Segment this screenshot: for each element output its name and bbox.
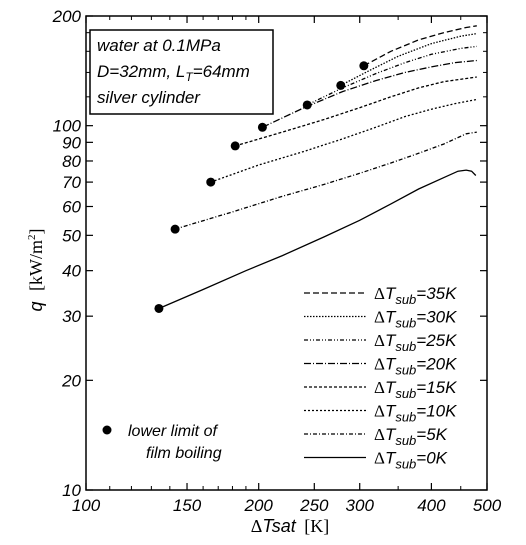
series-line bbox=[340, 32, 477, 86]
marker-layer bbox=[154, 61, 369, 313]
lower-limit-marker bbox=[230, 141, 240, 151]
x-tick-label: 150 bbox=[173, 496, 202, 515]
y-tick-label: 100 bbox=[53, 117, 82, 136]
lower-limit-marker bbox=[336, 80, 346, 90]
svg-text:ΔTsat [K]: ΔTsat [K] bbox=[251, 516, 329, 536]
y-tick-label: 30 bbox=[62, 307, 81, 326]
lower-limit-marker bbox=[359, 61, 369, 71]
x-tick-label: 400 bbox=[417, 496, 446, 515]
marker-legend-line-2: film boiling bbox=[146, 445, 222, 462]
series-line bbox=[158, 169, 477, 310]
series-line bbox=[210, 98, 477, 183]
axes: 100 150 200 250 300 400 5001020304050607080901… bbox=[52, 7, 502, 515]
y-tick-label: 20 bbox=[61, 371, 81, 390]
legend-label: ΔTsub=0K bbox=[374, 449, 448, 472]
legend-label: ΔTsub=35K bbox=[374, 284, 457, 307]
marker-legend: lower limit of film boiling bbox=[102, 423, 222, 462]
legend-label: ΔTsub=5K bbox=[374, 425, 448, 448]
x-tick-label: 500 bbox=[473, 496, 502, 515]
lower-limit-marker bbox=[302, 100, 312, 110]
lower-limit-marker bbox=[154, 303, 164, 313]
svg-text:q [kW/m2]: q [kW/m2] bbox=[26, 228, 46, 311]
marker-legend-line-1: lower limit of bbox=[128, 423, 218, 440]
y-axis-label: q [kW/m2] bbox=[26, 228, 46, 311]
legend-label: ΔTsub=20K bbox=[374, 355, 457, 378]
marker-legend-dot bbox=[102, 425, 112, 435]
y-tick-label: 10 bbox=[62, 481, 81, 500]
plot-frame bbox=[85, 15, 488, 491]
info-box: water at 0.1MPa D=32mm, LT=64mm silver c… bbox=[89, 29, 274, 115]
y-tick-label: 90 bbox=[62, 133, 81, 152]
legend-label: ΔTsub=30K bbox=[374, 308, 457, 331]
y-tick-label: 200 bbox=[52, 7, 82, 26]
legend-label: ΔTsub=25K bbox=[374, 331, 457, 354]
x-tick-label: 300 bbox=[346, 496, 375, 515]
lower-limit-marker bbox=[170, 224, 180, 234]
y-tick-label: 60 bbox=[62, 197, 81, 216]
info-line-1: water at 0.1MPa bbox=[97, 36, 221, 55]
x-tick-label: 100 bbox=[72, 496, 101, 515]
x-tick-label: 200 bbox=[244, 496, 274, 515]
info-line-3: silver cylinder bbox=[97, 88, 201, 107]
series-line bbox=[262, 59, 477, 128]
legend-label: ΔTsub=10K bbox=[374, 402, 457, 425]
x-tick-label: 250 bbox=[299, 496, 329, 515]
y-tick-label: 50 bbox=[62, 226, 81, 245]
series-line bbox=[363, 25, 477, 67]
info-line-2: D=32mm, LT=64mm bbox=[97, 62, 250, 84]
y-tick-label: 80 bbox=[62, 152, 81, 171]
legend: ΔTsub=35KΔTsub=30KΔTsub=25KΔTsub=20KΔTsu… bbox=[304, 284, 457, 472]
lower-limit-marker bbox=[257, 122, 267, 132]
series-line bbox=[235, 76, 477, 147]
legend-label: ΔTsub=15K bbox=[374, 378, 457, 401]
lower-limit-marker bbox=[206, 177, 216, 187]
y-tick-label: 70 bbox=[62, 173, 81, 192]
series-line bbox=[174, 131, 477, 230]
x-axis-label: ΔTsat [K] bbox=[251, 516, 329, 536]
y-tick-label: 40 bbox=[62, 262, 81, 281]
